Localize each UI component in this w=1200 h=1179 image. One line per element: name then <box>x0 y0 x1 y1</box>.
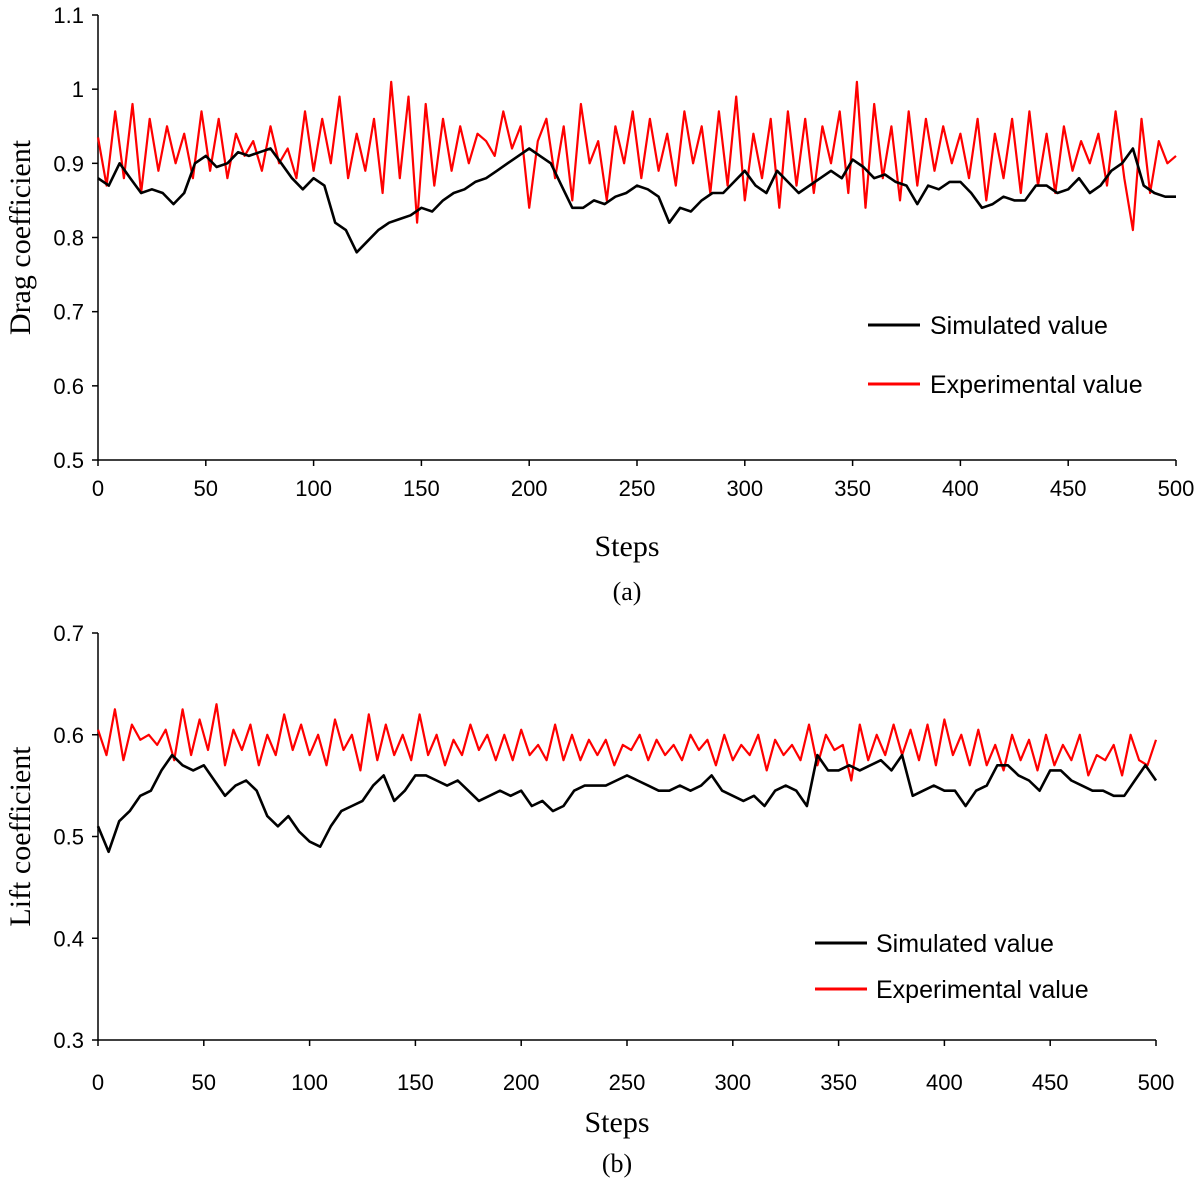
series-line-simulated <box>97 147 1176 254</box>
y-tick-label: 0.8 <box>53 226 84 251</box>
x-tick-label: 350 <box>834 476 871 501</box>
y-tick-label: 0.7 <box>53 621 84 646</box>
y-tick-label: 0.9 <box>53 151 84 176</box>
y-tick-label: 0.3 <box>53 1028 84 1053</box>
chart-1: 0.3 0.4 0.5 0.6 0.7 0 50 100 150 200 250 300 350 400 4… <box>4 621 1174 1178</box>
x-tick-label: 350 <box>820 1070 857 1095</box>
x-tick-label: 200 <box>511 476 548 501</box>
figure-caption: (a) <box>613 577 642 606</box>
y-tick-label: 1 <box>72 77 84 102</box>
y-axis-title: Lift coefficient <box>4 746 37 927</box>
x-tick-label: 0 <box>92 1070 104 1095</box>
x-tick-label: 200 <box>503 1070 540 1095</box>
figure-caption: (b) <box>602 1149 632 1178</box>
y-tick-label: 0.7 <box>53 300 84 325</box>
y-tick-label: 1.1 <box>53 3 84 28</box>
y-tick-label: 0.4 <box>53 926 84 951</box>
series-line-simulated <box>96 753 1158 854</box>
legend-label: Simulated value <box>930 312 1108 340</box>
x-tick-label: 50 <box>194 476 218 501</box>
y-tick-label: 0.6 <box>53 723 84 748</box>
x-tick-label: 150 <box>397 1070 434 1095</box>
x-tick-label: 400 <box>942 476 979 501</box>
x-axis-title: Steps <box>584 1106 649 1139</box>
x-axis-title: Steps <box>594 530 659 563</box>
y-tick-label: 0.5 <box>53 825 84 850</box>
x-tick-label: 500 <box>1158 476 1195 501</box>
x-tick-label: 150 <box>403 476 440 501</box>
legend-label: Experimental value <box>930 371 1143 399</box>
chart-0: 0.5 0.6 0.7 0.8 0.9 1 1.1 0 50 100 150 200 250 300 350… <box>4 3 1194 606</box>
x-tick-label: 300 <box>726 476 763 501</box>
legend-label: Experimental value <box>876 976 1089 1004</box>
series-line-experimental <box>96 80 1177 232</box>
x-tick-label: 450 <box>1032 1070 1069 1095</box>
x-tick-label: 50 <box>192 1070 216 1095</box>
y-tick-label: 0.5 <box>53 448 84 473</box>
x-tick-label: 0 <box>92 476 104 501</box>
legend-label: Simulated value <box>876 930 1054 958</box>
x-tick-label: 250 <box>609 1070 646 1095</box>
x-tick-label: 250 <box>619 476 656 501</box>
series-line-experimental <box>96 703 1158 782</box>
y-tick-label: 0.6 <box>53 374 84 399</box>
x-tick-label: 500 <box>1138 1070 1175 1095</box>
x-tick-label: 100 <box>291 1070 328 1095</box>
y-axis-title: Drag coefficient <box>4 139 37 335</box>
x-tick-label: 100 <box>295 476 332 501</box>
x-tick-label: 400 <box>926 1070 963 1095</box>
x-tick-label: 450 <box>1050 476 1087 501</box>
x-tick-label: 300 <box>714 1070 751 1095</box>
